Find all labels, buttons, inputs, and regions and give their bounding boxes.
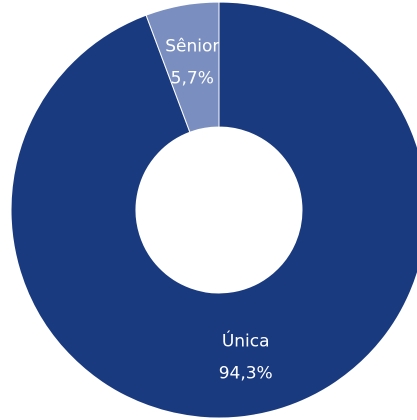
slice-label: Única [222,330,270,352]
pie-slice [10,1,417,419]
slice-label: Sênior [165,36,219,56]
pie-slice [145,1,220,133]
slice-value: 5,7% [171,68,214,88]
slice-value: 94,3% [219,364,273,384]
